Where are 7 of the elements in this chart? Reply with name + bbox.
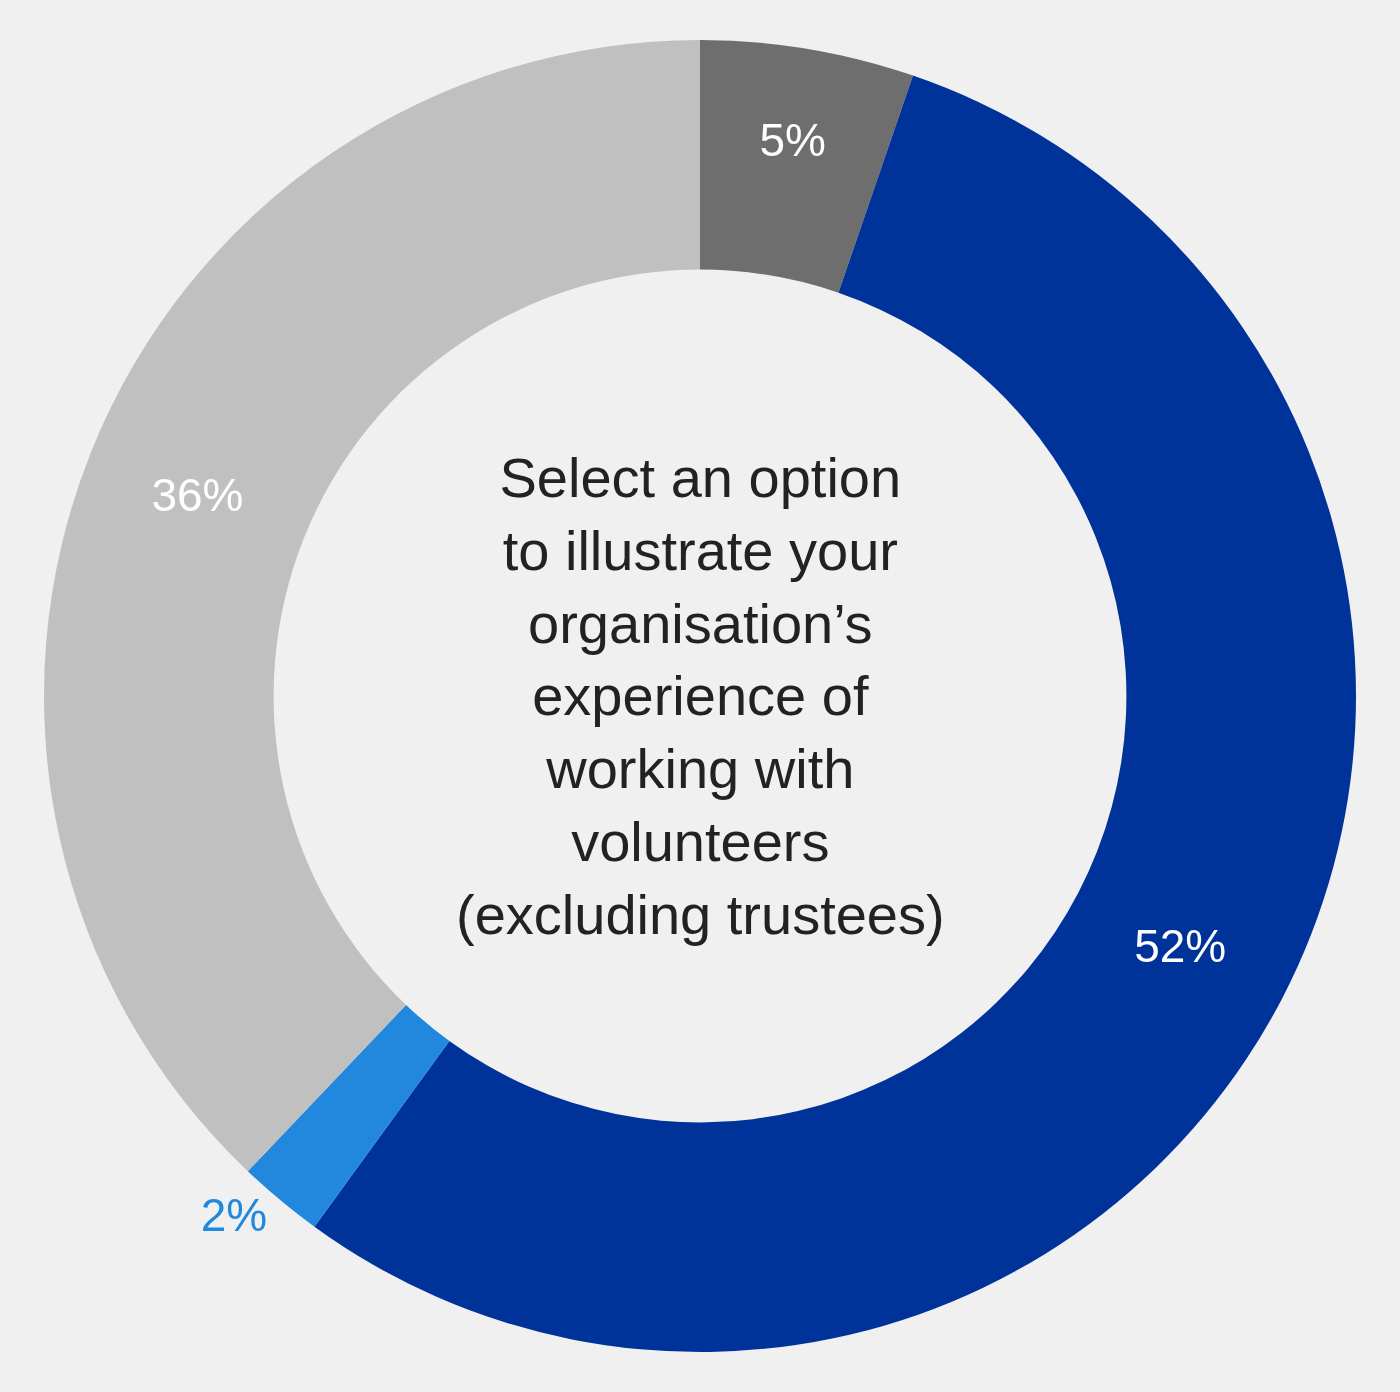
data-label: 5%	[759, 114, 826, 167]
donut-slice	[700, 40, 913, 293]
text: Select an option to illustrate your organisation’s experience of working with volunteers (excluding trustees)	[456, 446, 945, 946]
data-label: 52%	[1134, 919, 1227, 972]
donut-slice	[314, 75, 1356, 1352]
data-label: 2%	[200, 1189, 268, 1242]
data-label: 36%	[151, 469, 244, 522]
